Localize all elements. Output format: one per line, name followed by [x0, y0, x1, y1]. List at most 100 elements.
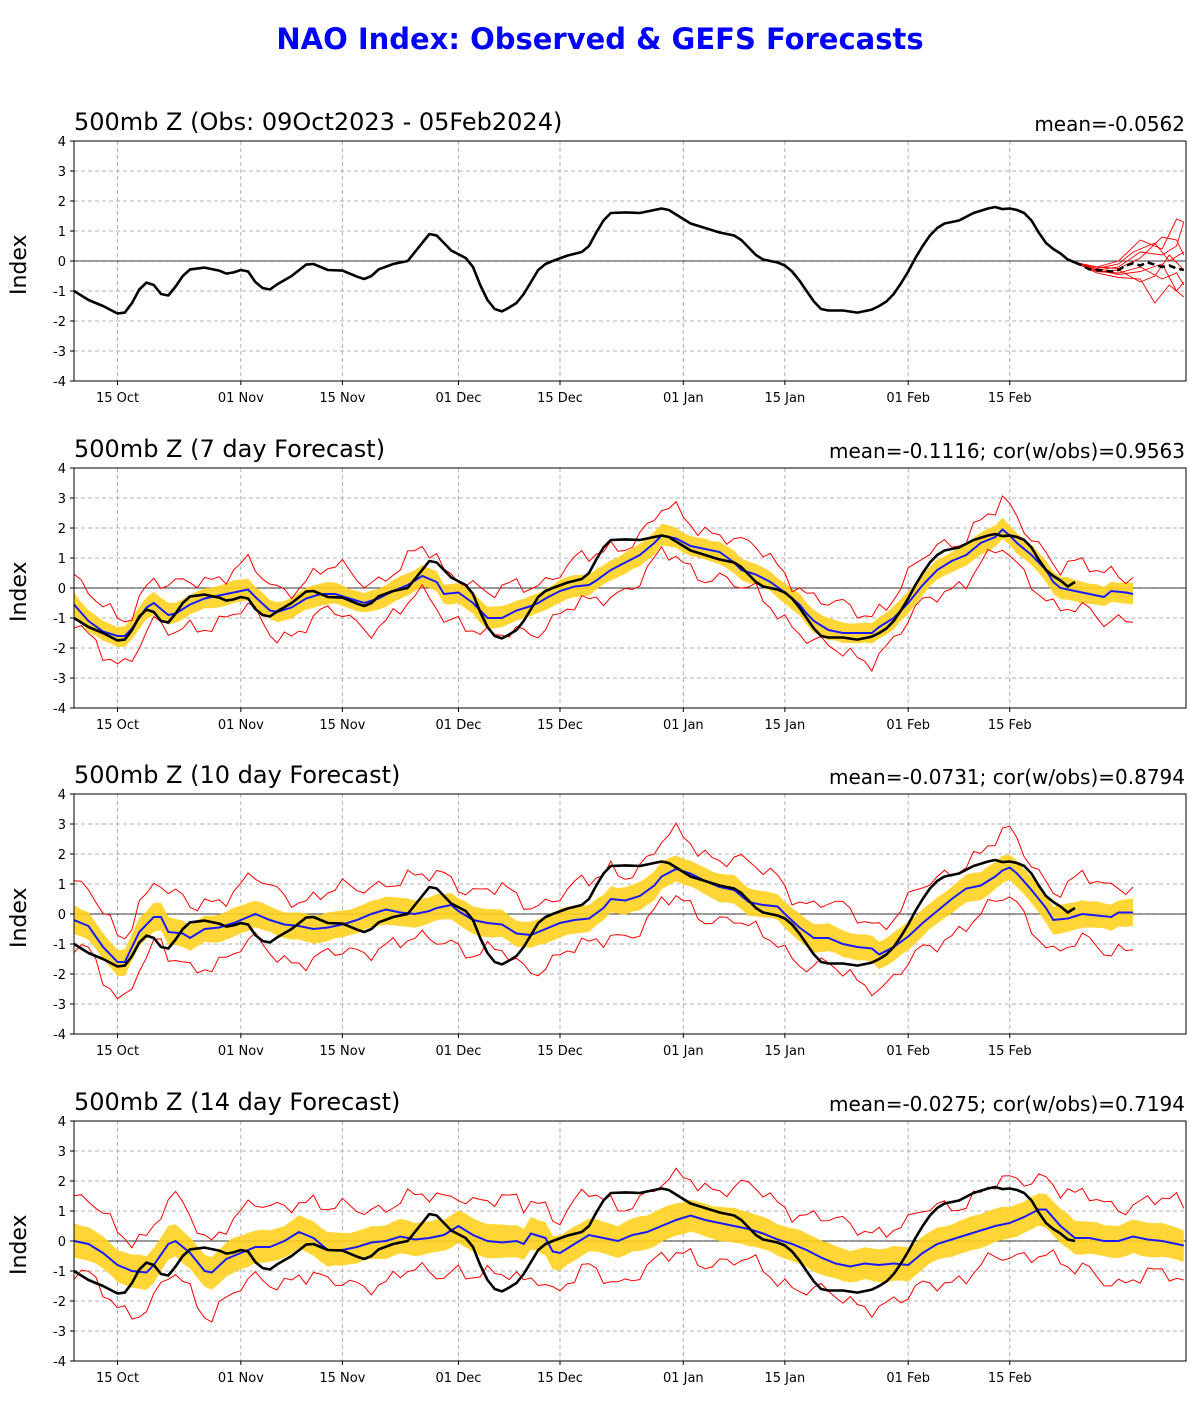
ensemble-min-line: [74, 895, 1134, 1000]
x-tick-label: 15 Nov: [319, 718, 365, 733]
x-tick-label: 01 Nov: [218, 1371, 264, 1386]
y-tick-label: 4: [58, 1115, 66, 1130]
x-tick-label: 15 Oct: [96, 391, 139, 406]
y-tick-label: -4: [53, 375, 66, 390]
x-tick-label: 15 Oct: [96, 1044, 139, 1059]
y-tick-label: -4: [53, 702, 66, 717]
y-tick-label: -4: [53, 1355, 66, 1370]
x-tick-label: 15 Dec: [537, 391, 583, 406]
ensemble-spread-band: [74, 517, 1133, 647]
plot-10day: 4 3 2 1 0 -1 -2 -3 -4 15 Oct 01 Nov 15 Nov 01 Dec 15 …: [53, 788, 1187, 1059]
x-tick-label: 15 Dec: [537, 1044, 583, 1059]
y-tick-label: -3: [53, 1325, 66, 1340]
panel-stats: mean=-0.0275; cor(w/obs)=0.7194: [828, 1092, 1185, 1116]
panel-title: 500mb Z (10 day Forecast): [74, 761, 401, 789]
x-tick-label: 01 Jan: [663, 1371, 704, 1386]
chart-main-title: NAO Index: Observed & GEFS Forecasts: [276, 22, 924, 56]
x-tick-label: 15 Dec: [537, 718, 583, 733]
x-tick-label: 01 Feb: [886, 391, 930, 406]
y-tick-label: 2: [58, 522, 66, 537]
y-tick-label: 1: [58, 1205, 66, 1220]
x-tick-label: 15 Feb: [988, 718, 1032, 733]
y-tick-label: 0: [58, 255, 66, 270]
y-tick-label: 1: [58, 552, 66, 567]
ensemble-min-line: [74, 1247, 1184, 1323]
y-tick-label: -1: [53, 285, 66, 300]
y-tick-label: 4: [58, 135, 66, 150]
x-tick-label: 01 Jan: [663, 391, 704, 406]
x-tick-label: 01 Dec: [436, 718, 482, 733]
x-tick-label: 15 Feb: [988, 1044, 1032, 1059]
x-tick-label: 01 Dec: [436, 1371, 482, 1386]
observed-line: [74, 532, 1076, 642]
y-tick-label: -4: [53, 1028, 66, 1043]
y-tick-label: 2: [58, 848, 66, 863]
y-tick-label: 2: [58, 1175, 66, 1190]
y-tick-label: -2: [53, 968, 66, 983]
panel-title: 500mb Z (7 day Forecast): [74, 435, 386, 463]
x-tick-label: 15 Nov: [319, 391, 365, 406]
y-tick-label: -1: [53, 612, 66, 627]
y-tick-label: 4: [58, 788, 66, 803]
panel-7day: 500mb Z (7 day Forecast) mean=-0.1116; c…: [0, 435, 1200, 761]
grid: [74, 1121, 1186, 1361]
y-tick-label: -1: [53, 1265, 66, 1280]
y-tick-label: -2: [53, 642, 66, 657]
y-tick-label: -3: [53, 345, 66, 360]
panel-stats: mean=-0.1116; cor(w/obs)=0.9563: [828, 439, 1185, 463]
panel-title: 500mb Z (Obs: 09Oct2023 - 05Feb2024): [74, 108, 563, 136]
forecast-mean-line: [1074, 261, 1185, 273]
x-tick-label: 01 Jan: [663, 718, 704, 733]
panel-10day: 500mb Z (10 day Forecast) mean=-0.0731; …: [0, 761, 1200, 1087]
plot-14day: 4 3 2 1 0 -1 -2 -3 -4 15 Oct 01 Nov 15 Nov 01 Dec 15 …: [53, 1115, 1187, 1386]
x-tick-label: 01 Nov: [218, 391, 264, 406]
y-tick-label: 1: [58, 225, 66, 240]
plot-7day: 4 3 2 1 0 -1 -2 -3 -4 15 Oct 01 Nov 15 Nov 01 Dec 15 …: [53, 462, 1187, 733]
x-tick-label: 01 Nov: [218, 1044, 264, 1059]
y-tick-label: -2: [53, 1295, 66, 1310]
x-tick-label: 15 Oct: [96, 1371, 139, 1386]
x-tick-label: 15 Oct: [96, 718, 139, 733]
plot-observed: 4 3 2 1 0 -1 -2 -3 -4 15 Oct 01 Nov 15 Nov 01 Dec 15 …: [53, 135, 1187, 406]
y-tick-label: -3: [53, 672, 66, 687]
ensemble-max-line: [74, 495, 1134, 623]
panel-observed: 500mb Z (Obs: 09Oct2023 - 05Feb2024) mea…: [0, 108, 1200, 434]
x-tick-label: 15 Feb: [988, 1371, 1032, 1386]
x-tick-label: 15 Nov: [319, 1371, 365, 1386]
ensemble-member-line: [1074, 242, 1185, 269]
y-tick-label: 2: [58, 195, 66, 210]
y-tick-label: 3: [58, 165, 66, 180]
ensemble-spread-band: [74, 1193, 1184, 1290]
ensemble-member-line: [1074, 262, 1185, 304]
observed-line: [74, 1185, 1076, 1295]
ensemble-member-line: [1074, 236, 1185, 269]
x-tick-label: 15 Jan: [765, 1044, 806, 1059]
ensemble-mean-line: [74, 1208, 1185, 1274]
y-tick-label: 0: [58, 908, 66, 923]
x-tick-label: 01 Nov: [218, 718, 264, 733]
y-tick-label: 0: [58, 1235, 66, 1250]
ensemble-spread-band: [74, 854, 1133, 976]
y-tick-label: 4: [58, 462, 66, 477]
x-tick-label: 01 Dec: [436, 1044, 482, 1059]
x-tick-label: 01 Dec: [436, 391, 482, 406]
x-tick-label: 15 Dec: [537, 1371, 583, 1386]
y-tick-label: 3: [58, 492, 66, 507]
x-tick-label: 15 Jan: [765, 718, 806, 733]
ensemble-member-line: [1074, 254, 1185, 283]
ensemble-min-line: [74, 545, 1134, 673]
x-tick-label: 15 Nov: [319, 1044, 365, 1059]
panel-stats: mean=-0.0731; cor(w/obs)=0.8794: [828, 765, 1185, 789]
y-tick-label: 0: [58, 582, 66, 597]
panel-title: 500mb Z (14 day Forecast): [74, 1088, 401, 1116]
ensemble-mean-line: [74, 528, 1134, 637]
y-tick-label: 1: [58, 878, 66, 893]
x-tick-label: 01 Feb: [886, 1044, 930, 1059]
ensemble-mean-line: [74, 866, 1133, 963]
ensemble-max-line: [74, 1167, 1185, 1249]
panel-stats: mean=-0.0562: [1034, 112, 1185, 136]
observed-line: [74, 205, 1076, 315]
x-tick-label: 15 Jan: [765, 391, 806, 406]
y-tick-label: -1: [53, 938, 66, 953]
y-tick-label: -3: [53, 998, 66, 1013]
